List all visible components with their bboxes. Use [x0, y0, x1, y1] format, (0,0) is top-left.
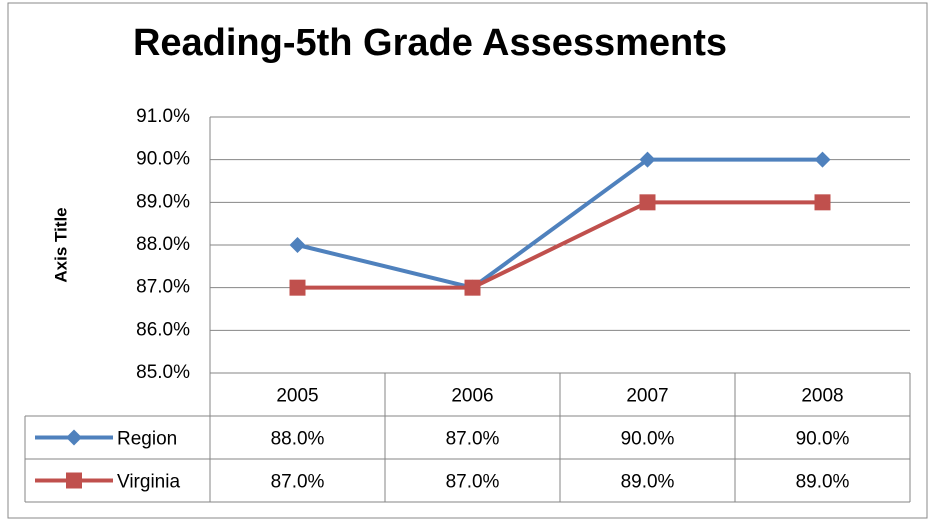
table-value: 89.0%: [621, 472, 675, 493]
x-tick-label: 2006: [451, 386, 493, 407]
series-line: [297, 157, 823, 290]
marker: [66, 472, 82, 489]
y-tick-label: 91.0%: [136, 106, 190, 127]
chart-title: Reading-5th Grade Assessments: [133, 22, 727, 64]
y-tick-label: 90.0%: [136, 149, 190, 170]
marker: [66, 429, 82, 446]
table-value: 88.0%: [271, 429, 325, 450]
marker: [639, 151, 656, 168]
marker: [814, 194, 831, 211]
y-tick-label: 89.0%: [136, 191, 190, 212]
table-value: 87.0%: [446, 429, 500, 450]
x-tick-label: 2008: [801, 386, 843, 407]
legend-label: Region: [117, 429, 177, 450]
x-tick-label: 2005: [276, 386, 318, 407]
series-line: [297, 200, 823, 290]
marker: [464, 279, 481, 296]
table-value: 87.0%: [446, 472, 500, 493]
legend-label: Virginia: [117, 472, 180, 493]
chart-border: [7, 2, 928, 519]
marker: [289, 237, 306, 253]
y-tick-label: 86.0%: [136, 319, 190, 340]
marker: [639, 194, 656, 211]
table-value: 89.0%: [796, 472, 850, 493]
marker: [289, 279, 306, 296]
table-value: 90.0%: [796, 429, 850, 450]
table-value: 87.0%: [271, 472, 325, 493]
table-value: 90.0%: [621, 429, 675, 450]
y-tick-label: 85.0%: [136, 362, 190, 383]
y-axis-title: Axis Title: [51, 207, 70, 282]
y-tick-label: 87.0%: [136, 277, 190, 298]
x-tick-label: 2007: [626, 386, 668, 407]
y-tick-label: 88.0%: [136, 234, 190, 255]
marker: [814, 151, 831, 168]
